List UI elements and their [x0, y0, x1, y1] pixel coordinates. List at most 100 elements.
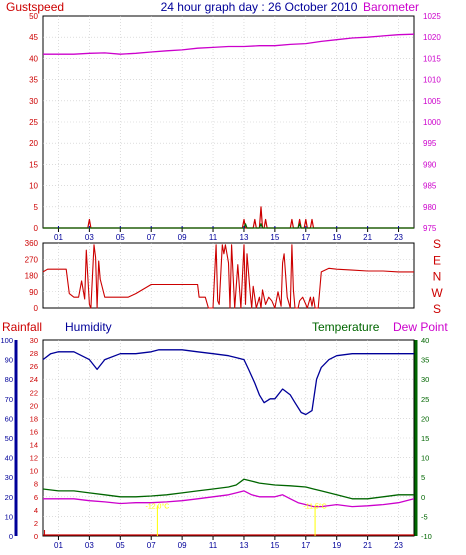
hour-axis-ticks-lower: 01 03 05 07 09 11 13 15 17 19 21 23 — [54, 536, 404, 550]
axis-tick-label: 5 — [421, 473, 425, 482]
axis-tick-label: 995 — [423, 139, 437, 148]
axis-tick-label: 16 — [30, 427, 38, 436]
axis-tick-label: 10 — [29, 182, 38, 191]
compass-label: N — [433, 270, 442, 284]
compass-label: E — [433, 253, 441, 267]
axis-tick-label: 1020 — [423, 33, 441, 42]
x-tick-label: 05 — [116, 541, 125, 550]
axis-tick-label: 180 — [25, 272, 39, 281]
axis-tick-label: 20 — [29, 139, 38, 148]
x-tick-label: 15 — [270, 233, 279, 242]
gust-plot-grid — [43, 16, 414, 228]
axis-tick-label: 15 — [29, 160, 38, 169]
graph-title: 24 hour graph day : 26 October 2010 — [161, 0, 358, 14]
axis-tick-label: 60 — [5, 414, 13, 423]
axis-tick-label: 20 — [421, 414, 429, 423]
x-tick-label: 03 — [85, 233, 94, 242]
axis-tick-label: 45 — [29, 33, 38, 42]
axis-tick-label: 80 — [5, 375, 13, 384]
axis-tick-label: 50 — [5, 434, 13, 443]
axis-tick-label: 18 — [30, 414, 38, 423]
axis-tick-label: 0 — [34, 304, 39, 313]
gust-barometer-series — [43, 33, 415, 229]
axis-tick-label: 6 — [34, 493, 38, 502]
axis-tick-label: 30 — [421, 375, 429, 384]
axis-tick-label: 985 — [423, 182, 437, 191]
x-tick-label: 05 — [116, 233, 125, 242]
axis-tick-label: 90 — [5, 356, 13, 365]
compass-label: S — [433, 237, 441, 251]
humidity-axis-ticks: 0 10 20 30 40 50 60 70 80 90 100 — [0, 336, 13, 541]
axis-tick-label: 25 — [421, 395, 429, 404]
axis-tick-label: 100 — [0, 336, 13, 345]
axis-tick-label: 10 — [5, 512, 13, 521]
x-tick-label: 23 — [394, 541, 403, 550]
axis-tick-label: 28 — [30, 349, 38, 358]
axis-tick-label: -5 — [421, 512, 428, 521]
barometer-label: Barometer — [363, 0, 419, 14]
gust-axis-ticks: 0 5 10 15 20 25 30 35 40 45 50 — [29, 12, 38, 233]
axis-tick-label: 35 — [29, 76, 38, 85]
axis-tick-label: 30 — [5, 473, 13, 482]
x-tick-label: 17 — [301, 233, 310, 242]
x-tick-label: 07 — [147, 541, 156, 550]
axis-tick-label: 40 — [29, 54, 38, 63]
axis-tick-label: 0 — [34, 224, 39, 233]
axis-tick-label: 40 — [421, 336, 429, 345]
x-tick-label: 13 — [240, 233, 249, 242]
axis-tick-label: 1025 — [423, 12, 441, 21]
gustspeed-line — [43, 206, 414, 229]
min-temperature-annotations: -12.0°C -11.5°C — [145, 502, 327, 536]
axis-tick-label: 270 — [25, 255, 39, 264]
axis-tick-label: 975 — [423, 224, 437, 233]
axis-tick-label: 4 — [34, 506, 38, 515]
axis-tick-label: 1005 — [423, 97, 441, 106]
axis-tick-label: 70 — [5, 395, 13, 404]
axis-tick-label: 360 — [25, 239, 39, 248]
axis-tick-label: 30 — [30, 336, 38, 345]
axis-tick-label: 20 — [30, 401, 38, 410]
direction-series — [42, 244, 414, 309]
annotation-label: -11.5°C — [303, 502, 326, 510]
x-tick-label: 19 — [332, 233, 341, 242]
gust-barometer-panel: Gustspeed 24 hour graph day : 26 October… — [6, 0, 441, 242]
dewpoint-label: Dew Point — [393, 320, 448, 334]
axis-tick-label: 10 — [30, 467, 38, 476]
gustspeed-label: Gustspeed — [6, 0, 64, 14]
x-tick-label: 21 — [363, 541, 372, 550]
x-tick-label: 11 — [209, 233, 218, 242]
axis-tick-label: 1010 — [423, 76, 441, 85]
dewpoint-line — [43, 490, 415, 508]
axis-tick-label: 8 — [34, 480, 38, 489]
windspeed-line — [43, 223, 414, 229]
axis-tick-label: 20 — [5, 493, 13, 502]
temperature-line — [42, 478, 414, 500]
axis-tick-label: 90 — [29, 288, 38, 297]
axis-tick-label: 10 — [421, 454, 429, 463]
barometer-axis-ticks: 975 980 985 990 995 1000 1005 1010 1015 1020 1025 — [423, 12, 441, 233]
humidity-label: Humidity — [65, 320, 112, 334]
x-tick-label: 21 — [363, 233, 372, 242]
direction-degree-ticks: 0 90 180 270 360 — [25, 239, 39, 313]
axis-tick-label: 14 — [30, 441, 38, 450]
axis-tick-label: 0 — [9, 532, 13, 541]
axis-tick-label: 5 — [34, 203, 39, 212]
axis-tick-label: 15 — [421, 434, 429, 443]
hour-axis-ticks: 01 03 05 07 09 11 13 15 17 19 21 23 — [54, 228, 404, 242]
axis-tick-label: 12 — [30, 454, 38, 463]
axis-tick-label: 35 — [421, 356, 429, 365]
axis-tick-label: -10 — [421, 532, 432, 541]
x-tick-label: 09 — [178, 233, 187, 242]
temperature-label: Temperature — [312, 320, 380, 334]
axis-tick-label: 0 — [421, 493, 425, 502]
axis-tick-label: 22 — [30, 388, 38, 397]
x-tick-label: 11 — [209, 541, 218, 550]
x-tick-label: 17 — [301, 541, 310, 550]
humidity-temperature-panel: Rainfall Humidity Temperature Dew Point … — [0, 320, 448, 550]
axis-tick-label: 2 — [34, 519, 38, 528]
humidity-line — [42, 349, 414, 416]
axis-tick-label: 40 — [5, 454, 13, 463]
